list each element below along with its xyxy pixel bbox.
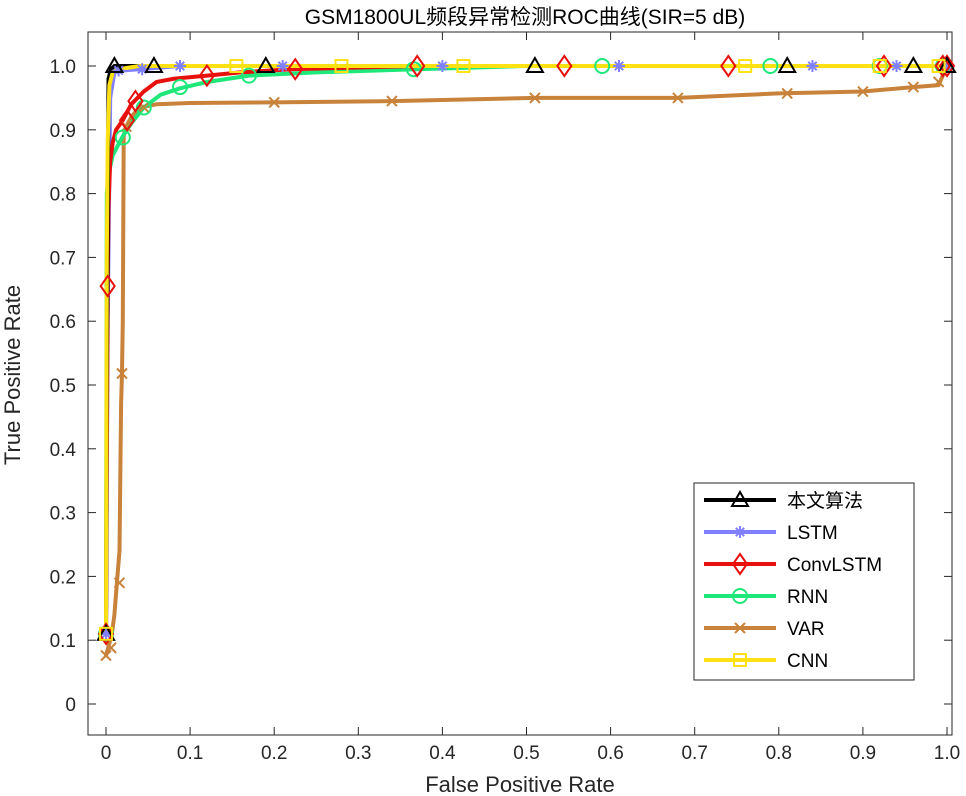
data-point-0	[256, 55, 276, 73]
legend-label: RNN	[787, 587, 828, 608]
data-point-1	[100, 627, 112, 640]
y-tick-label: 0.4	[50, 440, 77, 461]
data-point-1	[112, 64, 125, 77]
x-tick-label: 0.5	[513, 743, 539, 764]
x-tick-label: 0.7	[681, 743, 707, 764]
data-point-4	[529, 92, 541, 104]
data-point-5	[456, 59, 471, 73]
x-tick-label: 0.9	[850, 743, 876, 764]
data-point-2	[99, 274, 116, 298]
data-point-2	[938, 54, 956, 78]
data-point-0	[104, 55, 125, 73]
data-point-1	[890, 60, 903, 72]
y-tick-label: 0.1	[50, 631, 76, 652]
data-point-4	[857, 85, 869, 98]
legend-box	[693, 482, 915, 681]
data-point-4	[105, 642, 117, 654]
x-tick-label: 0.6	[597, 743, 623, 764]
data-point-1	[136, 63, 149, 76]
data-point-0	[937, 55, 957, 73]
legend-label: ConvLSTM	[787, 555, 882, 576]
y-tick-label: 0	[65, 695, 76, 716]
data-point-2	[720, 54, 737, 78]
data-point-3	[114, 129, 131, 146]
x-tick-label: 0.2	[261, 743, 287, 764]
legend-label: CNN	[787, 651, 828, 672]
data-point-2	[97, 622, 115, 646]
y-tick-label: 0.6	[50, 312, 76, 333]
x-tick-label: 0.3	[345, 743, 371, 764]
data-point-1	[806, 60, 819, 72]
legend-label: LSTM	[787, 523, 838, 544]
legend-swatch-marker	[731, 552, 749, 576]
data-point-5	[334, 59, 349, 73]
data-point-2	[934, 54, 952, 78]
chart-title: GSM1800UL频段异常检测ROC曲线(SIR=5 dB)	[305, 6, 746, 29]
y-tick-label: 1.0	[50, 57, 76, 78]
data-point-4	[386, 95, 398, 107]
data-point-0	[525, 55, 545, 73]
x-tick-label: 1.0	[934, 743, 960, 764]
y-tick-label: 0.9	[50, 121, 76, 142]
legend-label: 本文算法	[787, 490, 863, 512]
legend-swatch-marker	[734, 526, 746, 538]
data-point-3	[762, 58, 779, 74]
data-point-3	[240, 67, 257, 84]
data-point-0	[144, 55, 164, 73]
data-point-5	[738, 59, 753, 73]
data-point-5	[931, 59, 946, 73]
data-point-1	[613, 60, 626, 72]
x-tick-label: 0.1	[177, 743, 203, 764]
data-point-0	[903, 55, 924, 73]
data-point-4	[932, 76, 945, 88]
data-point-2	[127, 89, 144, 113]
data-point-1	[941, 60, 953, 72]
x-tick-label: 0.4	[429, 743, 456, 764]
series-markers	[96, 54, 957, 662]
data-point-5	[872, 59, 887, 73]
data-point-1	[276, 60, 289, 72]
data-point-3	[594, 58, 611, 74]
data-point-4	[907, 81, 920, 93]
data-point-4	[672, 92, 684, 104]
legend: 本文算法 LSTM ConvLSTM RNN VAR CNN	[693, 482, 915, 681]
y-tick-label: 0.8	[50, 185, 76, 206]
data-point-5	[229, 59, 244, 73]
data-point-2	[875, 54, 893, 78]
y-tick-label: 0.2	[50, 567, 76, 588]
legend-swatch-marker	[733, 653, 747, 667]
data-point-2	[556, 54, 573, 78]
data-point-0	[777, 55, 797, 73]
data-point-4	[268, 96, 280, 109]
y-tick-label: 0.3	[50, 504, 76, 525]
data-point-4	[113, 577, 126, 589]
data-point-2	[118, 108, 136, 132]
data-point-5	[99, 626, 113, 641]
data-point-2	[287, 57, 304, 81]
y-tick-label: 0.7	[50, 248, 76, 269]
x-tick-label: 0	[101, 743, 112, 764]
y-tick-label: 0.5	[50, 376, 76, 397]
data-point-1	[174, 60, 187, 72]
data-point-3	[172, 79, 189, 96]
x-axis-label: False Positive Rate	[425, 772, 615, 796]
legend-label: VAR	[787, 619, 825, 640]
x-tick-label: 0.8	[766, 743, 792, 764]
data-point-1	[436, 60, 449, 72]
y-axis-label: True Positive Rate	[0, 285, 25, 465]
data-point-4	[116, 367, 128, 380]
data-point-4	[100, 649, 112, 662]
legend-swatch-marker	[732, 588, 748, 604]
data-point-2	[408, 54, 426, 78]
data-point-2	[198, 63, 216, 88]
legend-swatch-marker	[730, 489, 750, 507]
data-point-4	[781, 87, 793, 100]
legend-swatch-marker	[734, 622, 746, 634]
axes: 0 0.1 0.2 0.3 0.4 0.5 0.6 0.7 0.8 0.9 1.0 0 0.1 0.2 0.…	[50, 32, 960, 764]
